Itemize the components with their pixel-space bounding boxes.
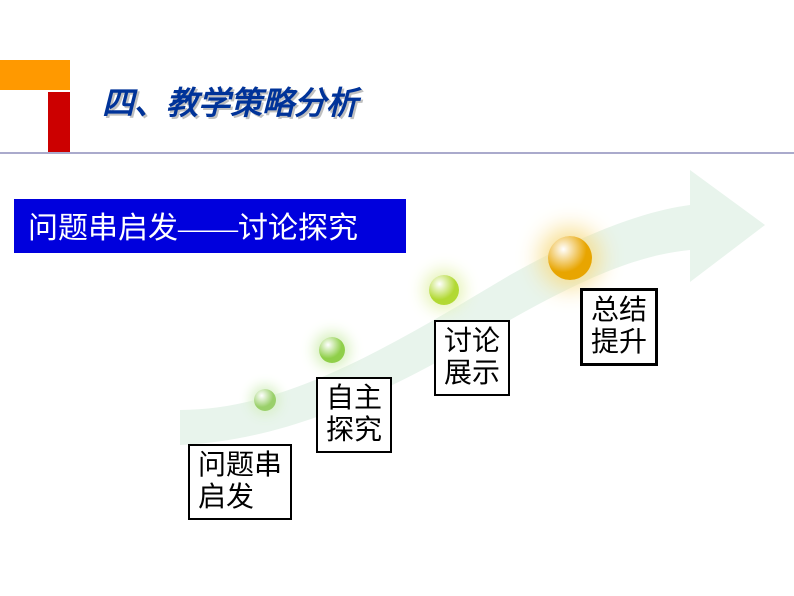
step-box-2: 自主 探究 xyxy=(316,377,392,453)
step-3-line1: 讨论 xyxy=(444,326,500,357)
step-box-3: 讨论 展示 xyxy=(434,320,510,396)
step-dot-4 xyxy=(548,236,592,280)
step-4-line2: 提升 xyxy=(591,327,647,358)
accent-orange-rect xyxy=(0,60,70,90)
step-dot-2 xyxy=(319,337,345,363)
step-2-line2: 探究 xyxy=(326,415,382,446)
step-dot-3 xyxy=(429,275,459,305)
step-box-4: 总结 提升 xyxy=(580,288,658,366)
slide-title: 四、教学策略分析 xyxy=(102,78,358,124)
step-dot-1 xyxy=(254,389,276,411)
slide: 四、教学策略分析 四、教学策略分析 问题串启发——讨论探究 问题串 启发 自主 … xyxy=(0,0,794,596)
accent-red-rect xyxy=(48,92,70,152)
step-2-line1: 自主 xyxy=(326,383,382,414)
step-1-line1: 问题串 xyxy=(198,450,282,481)
step-3-line2: 展示 xyxy=(444,358,500,389)
step-box-1: 问题串 启发 xyxy=(188,444,292,520)
step-4-line1: 总结 xyxy=(591,295,647,326)
step-1-line2: 启发 xyxy=(198,482,254,513)
